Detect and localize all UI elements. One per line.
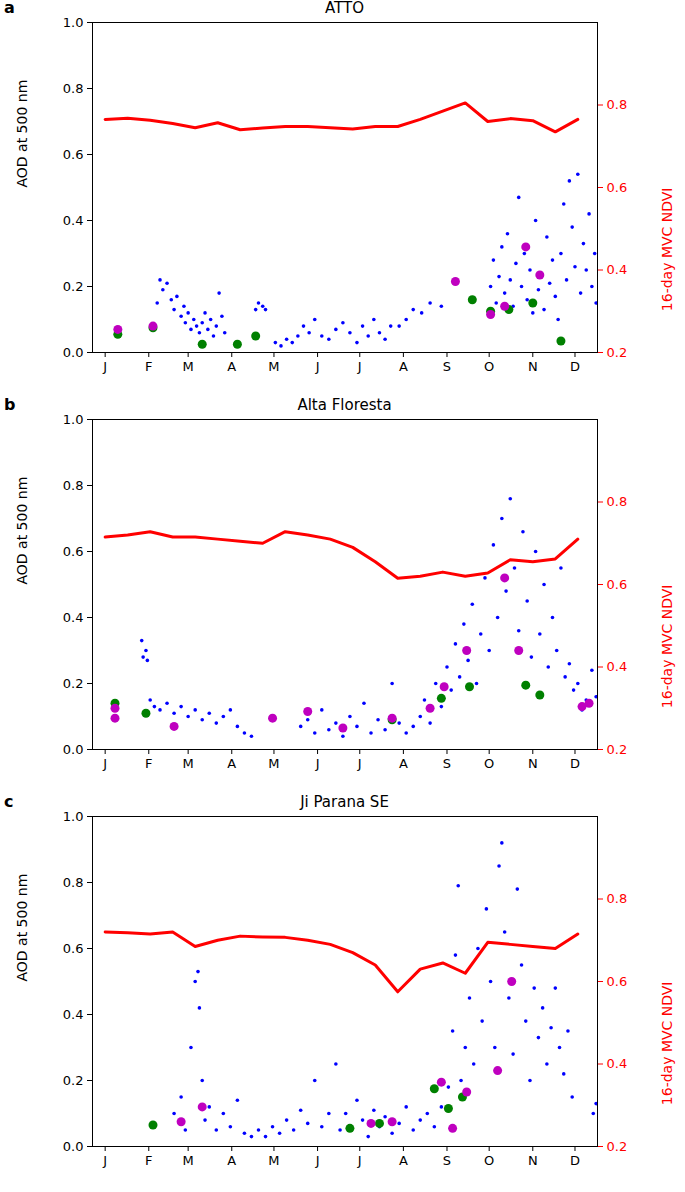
svg-text:J: J	[357, 359, 362, 374]
svg-text:J: J	[102, 359, 107, 374]
svg-text:M: M	[268, 359, 279, 374]
svg-text:0.8: 0.8	[63, 478, 84, 493]
svg-text:0.8: 0.8	[63, 875, 84, 890]
svg-text:J: J	[102, 1153, 107, 1168]
svg-text:0.6: 0.6	[63, 941, 84, 956]
svg-text:0.0: 0.0	[63, 742, 84, 757]
svg-text:AOD at 500 nm: AOD at 500 nm	[14, 477, 30, 585]
svg-text:A: A	[227, 1153, 236, 1168]
html-text:c: c	[4, 792, 14, 811]
svg-text:0.2: 0.2	[607, 1139, 628, 1154]
svg-text:M: M	[183, 756, 194, 771]
svg-text:A: A	[399, 1153, 408, 1168]
svg-text:S: S	[443, 1153, 451, 1168]
svg-text:F: F	[145, 756, 152, 771]
svg-text:1.0: 1.0	[63, 16, 84, 30]
svg-text:0.8: 0.8	[607, 891, 628, 906]
svg-text:F: F	[145, 359, 152, 374]
svg-text:J: J	[315, 756, 320, 771]
svg-text:A: A	[227, 359, 236, 374]
svg-text:D: D	[570, 1153, 580, 1168]
html-text:Alta Floresta: Alta Floresta	[297, 396, 392, 414]
svg-text:M: M	[183, 359, 194, 374]
svg-text:1.0: 1.0	[63, 810, 84, 824]
html-text:ATTO: ATTO	[325, 0, 364, 17]
svg-text:M: M	[268, 756, 279, 771]
svg-text:M: M	[268, 1153, 279, 1168]
svg-text:0.6: 0.6	[607, 180, 628, 195]
svg-text:16-day MVC NDVI: 16-day MVC NDVI	[659, 188, 675, 312]
svg-text:0.4: 0.4	[63, 610, 84, 625]
svg-text:M: M	[183, 1153, 194, 1168]
svg-text:N: N	[528, 1153, 538, 1168]
svg-text:0.4: 0.4	[63, 213, 84, 228]
svg-text:AOD at 500 nm: AOD at 500 nm	[14, 80, 30, 188]
svg-text:J: J	[315, 1153, 320, 1168]
svg-text:0.6: 0.6	[63, 544, 84, 559]
svg-text:A: A	[227, 756, 236, 771]
svg-text:AOD at 500 nm: AOD at 500 nm	[14, 874, 30, 982]
svg-text:16-day MVC NDVI: 16-day MVC NDVI	[659, 585, 675, 709]
svg-text:J: J	[357, 756, 362, 771]
svg-text:F: F	[145, 1153, 152, 1168]
svg-text:0.4: 0.4	[607, 262, 628, 277]
svg-text:D: D	[570, 359, 580, 374]
svg-text:0.8: 0.8	[63, 81, 84, 96]
svg-text:O: O	[484, 1153, 494, 1168]
svg-text:0.2: 0.2	[63, 1073, 84, 1088]
svg-text:J: J	[357, 1153, 362, 1168]
svg-text:0.8: 0.8	[607, 494, 628, 509]
svg-text:J: J	[102, 756, 107, 771]
svg-text:16-day MVC NDVI: 16-day MVC NDVI	[659, 982, 675, 1106]
svg-text:A: A	[399, 756, 408, 771]
svg-text:0.2: 0.2	[63, 279, 84, 294]
svg-text:O: O	[484, 359, 494, 374]
svg-text:0.6: 0.6	[607, 577, 628, 592]
svg-text:S: S	[443, 756, 451, 771]
svg-text:0.2: 0.2	[607, 345, 628, 360]
svg-text:0.4: 0.4	[607, 1056, 628, 1071]
svg-text:0.8: 0.8	[607, 97, 628, 112]
svg-text:0.6: 0.6	[63, 147, 84, 162]
svg-text:J: J	[315, 359, 320, 374]
svg-text:0.6: 0.6	[607, 974, 628, 989]
svg-text:0.4: 0.4	[607, 659, 628, 674]
svg-text:0.2: 0.2	[607, 742, 628, 757]
svg-text:S: S	[443, 359, 451, 374]
svg-text:0.0: 0.0	[63, 1139, 84, 1154]
html-text:b: b	[4, 395, 16, 414]
svg-text:0.4: 0.4	[63, 1007, 84, 1022]
html-text:Ji Parana SE: Ji Parana SE	[300, 793, 389, 811]
svg-text:0.0: 0.0	[63, 345, 84, 360]
svg-text:A: A	[399, 359, 408, 374]
svg-text:N: N	[528, 756, 538, 771]
svg-text:D: D	[570, 756, 580, 771]
svg-text:N: N	[528, 359, 538, 374]
svg-text:0.2: 0.2	[63, 676, 84, 691]
svg-text:O: O	[484, 756, 494, 771]
svg-text:1.0: 1.0	[63, 413, 84, 427]
